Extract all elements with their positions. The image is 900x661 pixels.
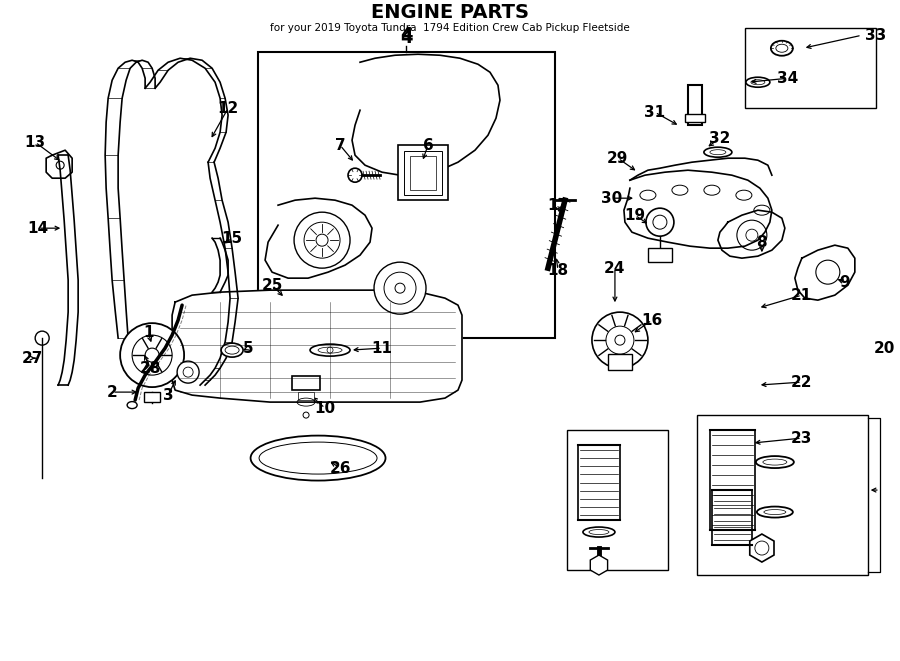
Bar <box>567 430 668 570</box>
Text: 12: 12 <box>218 100 238 116</box>
Text: 23: 23 <box>791 430 813 446</box>
Text: 28: 28 <box>140 361 161 375</box>
Text: 34: 34 <box>778 71 798 86</box>
Circle shape <box>646 208 674 236</box>
Bar <box>745 28 876 108</box>
Circle shape <box>120 323 184 387</box>
Text: 25: 25 <box>261 278 283 293</box>
Text: 6: 6 <box>423 137 434 153</box>
Text: 5: 5 <box>243 340 254 356</box>
Bar <box>685 114 705 122</box>
Text: 7: 7 <box>335 137 346 153</box>
Bar <box>710 430 755 530</box>
Polygon shape <box>718 210 785 258</box>
Text: 17: 17 <box>547 198 569 213</box>
Bar <box>608 354 632 370</box>
Text: 1: 1 <box>143 325 153 340</box>
Circle shape <box>374 262 426 314</box>
Bar <box>648 248 672 262</box>
Text: 30: 30 <box>601 190 623 206</box>
Bar <box>578 445 620 520</box>
Polygon shape <box>172 290 462 402</box>
Text: 10: 10 <box>314 401 336 416</box>
Text: 26: 26 <box>329 461 351 475</box>
Text: 4: 4 <box>400 26 412 44</box>
Circle shape <box>177 361 199 383</box>
Text: 29: 29 <box>608 151 628 166</box>
Text: 14: 14 <box>28 221 49 236</box>
Ellipse shape <box>250 436 385 481</box>
Bar <box>712 490 751 545</box>
Ellipse shape <box>757 506 793 518</box>
Text: 24: 24 <box>604 260 626 276</box>
Text: 13: 13 <box>24 135 46 149</box>
Polygon shape <box>352 54 500 175</box>
Polygon shape <box>795 245 855 300</box>
Ellipse shape <box>221 343 243 357</box>
Text: 21: 21 <box>791 288 813 303</box>
Text: for your 2019 Toyota Tundra  1794 Edition Crew Cab Pickup Fleetside: for your 2019 Toyota Tundra 1794 Edition… <box>270 23 630 33</box>
Circle shape <box>294 212 350 268</box>
Text: 4: 4 <box>400 29 412 47</box>
Text: 9: 9 <box>840 275 850 290</box>
Ellipse shape <box>746 77 769 87</box>
Circle shape <box>592 312 648 368</box>
Bar <box>398 145 448 200</box>
Bar <box>292 376 320 390</box>
Text: 8: 8 <box>757 235 767 250</box>
Text: 27: 27 <box>22 350 43 366</box>
Text: ENGINE PARTS: ENGINE PARTS <box>371 3 529 22</box>
Circle shape <box>348 168 362 182</box>
Text: 32: 32 <box>709 131 731 145</box>
Ellipse shape <box>310 344 350 356</box>
Bar <box>298 392 314 400</box>
Ellipse shape <box>704 147 732 157</box>
Text: 16: 16 <box>642 313 662 328</box>
Ellipse shape <box>756 456 794 468</box>
Bar <box>404 151 442 195</box>
Text: 15: 15 <box>221 231 243 246</box>
Ellipse shape <box>771 41 793 56</box>
Polygon shape <box>624 170 772 248</box>
Text: 20: 20 <box>874 340 896 356</box>
Circle shape <box>303 412 309 418</box>
Text: 2: 2 <box>107 385 118 400</box>
Text: 18: 18 <box>547 262 569 278</box>
Polygon shape <box>266 198 372 278</box>
Text: 22: 22 <box>791 375 813 389</box>
Bar <box>688 85 702 125</box>
Text: 33: 33 <box>865 28 886 43</box>
Ellipse shape <box>583 527 615 537</box>
Text: 11: 11 <box>372 340 392 356</box>
Text: 19: 19 <box>625 208 645 223</box>
Text: 3: 3 <box>163 387 174 403</box>
Bar <box>410 156 436 190</box>
Bar <box>697 415 868 575</box>
Bar <box>144 392 160 402</box>
Text: 31: 31 <box>644 104 665 120</box>
Bar <box>258 52 555 338</box>
